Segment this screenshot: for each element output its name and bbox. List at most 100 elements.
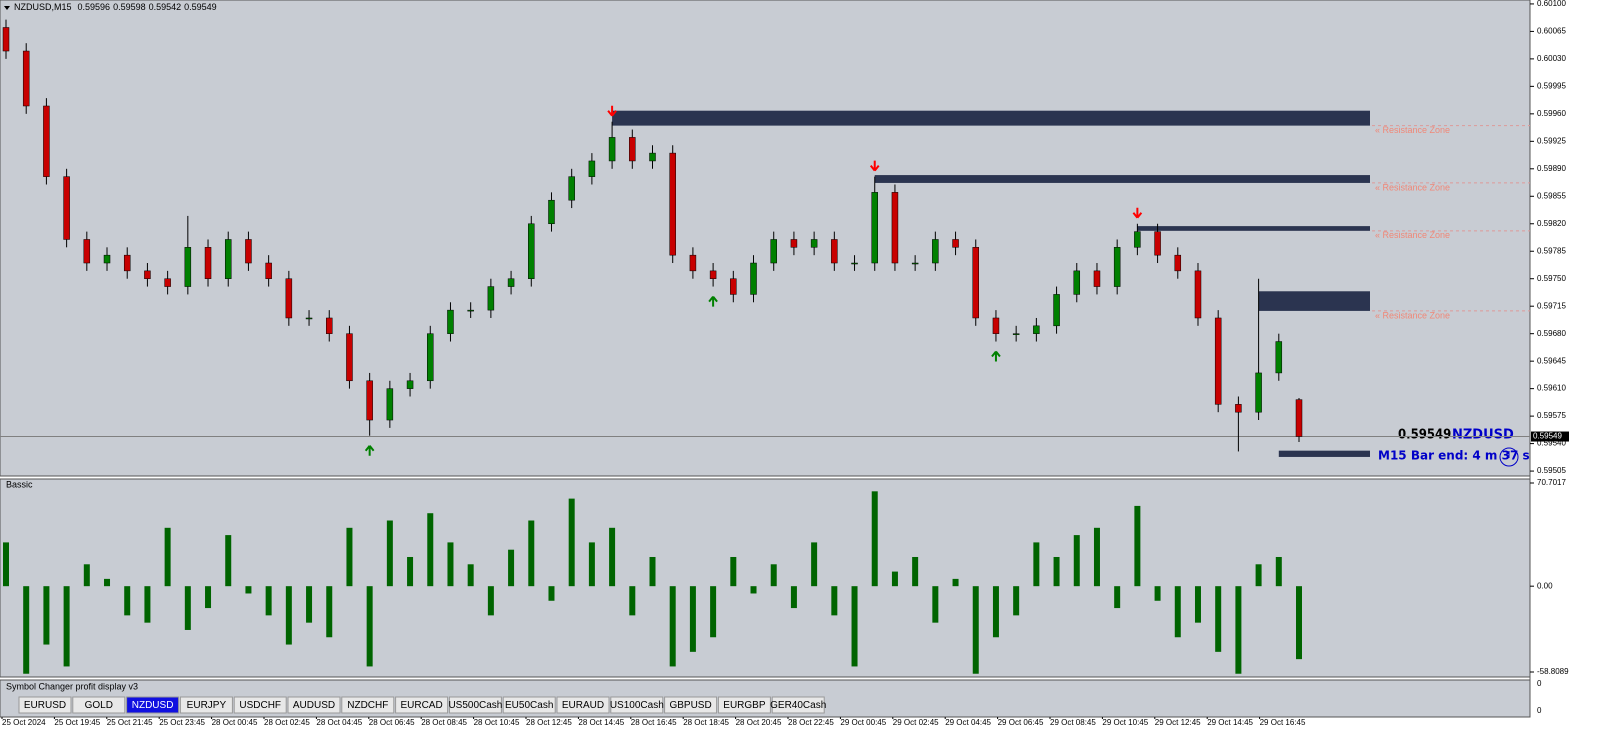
x-tick-label: 28 Oct 08:45 bbox=[421, 718, 467, 727]
histogram-bar bbox=[548, 586, 555, 601]
x-tick-label: 28 Oct 22:45 bbox=[788, 718, 834, 727]
symbol-button[interactable] bbox=[72, 696, 126, 714]
candle-body bbox=[528, 223, 535, 279]
zone bbox=[1258, 291, 1370, 311]
buy-arrow bbox=[708, 295, 718, 307]
histogram-bar bbox=[972, 586, 979, 674]
header-part: 0.59596 bbox=[78, 2, 111, 12]
buy-arrow bbox=[991, 350, 1001, 362]
histogram-bar bbox=[366, 586, 373, 667]
symbol-button-label[interactable]: US500Cash bbox=[448, 700, 502, 711]
symbol-panel-axis-label: 0 bbox=[1537, 706, 1542, 715]
histogram-bar bbox=[306, 586, 313, 623]
candle-body bbox=[810, 239, 818, 248]
histogram-bar bbox=[265, 586, 272, 616]
symbol-button[interactable] bbox=[664, 696, 718, 714]
symbol-button-label[interactable]: US100Cash bbox=[610, 700, 664, 711]
histogram-bar bbox=[43, 586, 50, 645]
x-tick-label: 29 Oct 14:45 bbox=[1207, 718, 1253, 727]
candle-body bbox=[305, 317, 313, 320]
symbol-button-label[interactable]: EURJPY bbox=[187, 700, 227, 711]
histogram-bar bbox=[1174, 586, 1181, 638]
symbol-button[interactable] bbox=[771, 696, 825, 714]
histogram-bar bbox=[609, 527, 616, 587]
info-price: 0.59549 bbox=[1398, 428, 1451, 443]
info-symbol: NZDUSD bbox=[1452, 428, 1514, 443]
symbol-button-label[interactable]: USDCHF bbox=[239, 700, 281, 711]
symbol-button-label[interactable]: GOLD bbox=[85, 700, 113, 711]
histogram-bar bbox=[326, 586, 333, 638]
candle-body bbox=[1113, 247, 1121, 287]
histogram-bar bbox=[689, 586, 696, 652]
y-tick-label: 0.59715 bbox=[1537, 301, 1566, 310]
candle-body bbox=[1275, 341, 1283, 374]
symbol-button-label[interactable]: GER40Cash bbox=[770, 700, 826, 711]
symbol-button[interactable] bbox=[287, 696, 341, 714]
histogram-bar bbox=[1275, 556, 1282, 587]
symbol-button-label[interactable]: AUDUSD bbox=[293, 700, 335, 711]
histogram-bar bbox=[1296, 586, 1302, 660]
histogram-bar bbox=[851, 586, 858, 667]
symbol-button-label[interactable]: GBPUSD bbox=[669, 700, 711, 711]
y-tick-label: 0.59575 bbox=[1537, 411, 1566, 420]
zones: « Resistance Zone « Resistance Zone « Resi… bbox=[612, 110, 1530, 457]
x-tick-label: 28 Oct 14:45 bbox=[578, 718, 624, 727]
symbol-button-label[interactable]: EURUSD bbox=[24, 700, 66, 711]
symbol-button-label[interactable]: NZDCHF bbox=[347, 700, 388, 711]
candle-body bbox=[649, 152, 656, 162]
symbol-button-label[interactable]: EURAUD bbox=[562, 700, 604, 711]
symbol-button[interactable] bbox=[179, 696, 233, 714]
symbol-button-label[interactable]: NZDUSD bbox=[132, 700, 174, 711]
symbol-button-label[interactable]: EU50Cash bbox=[505, 700, 553, 711]
symbol-button-label[interactable]: EURCAD bbox=[400, 700, 442, 711]
candle-body bbox=[487, 286, 495, 311]
current-price-box bbox=[1531, 431, 1569, 442]
header-arrow bbox=[4, 6, 10, 10]
candle-body bbox=[871, 192, 878, 264]
chart-header: NZDUSD,M15 0.59596 0.59598 0.59542 0.59549 bbox=[14, 2, 217, 12]
x-tick-label: 29 Oct 00:45 bbox=[840, 718, 886, 727]
symbol-button-label[interactable]: EURGBP bbox=[723, 700, 766, 711]
y-tick-label: 0.59785 bbox=[1537, 246, 1566, 255]
histogram-bar bbox=[1114, 586, 1121, 609]
symbol-button[interactable] bbox=[395, 696, 449, 714]
symbol-button[interactable] bbox=[610, 696, 664, 714]
symbol-panel-title: Symbol Changer profit display v3 bbox=[6, 681, 138, 691]
symbol-panel-axis-label: 0 bbox=[1537, 679, 1542, 688]
symbol-button[interactable] bbox=[556, 696, 610, 714]
candle-body bbox=[911, 262, 919, 265]
symbol-button[interactable] bbox=[233, 696, 287, 714]
candle-body bbox=[1093, 270, 1101, 287]
candle-body bbox=[750, 262, 757, 295]
histogram-bar bbox=[346, 527, 353, 587]
symbol-button[interactable] bbox=[341, 696, 395, 714]
y-tick-label: 0.59680 bbox=[1537, 329, 1566, 338]
candle-body bbox=[952, 239, 959, 248]
candle-body bbox=[22, 50, 30, 107]
histogram-bar bbox=[952, 578, 959, 587]
histogram-bar bbox=[629, 586, 636, 616]
x-tick-label: 29 Oct 12:45 bbox=[1155, 718, 1201, 727]
y-tick-label: 0.59505 bbox=[1537, 466, 1566, 475]
x-tick-label: 29 Oct 16:45 bbox=[1260, 718, 1306, 727]
candle-body bbox=[144, 270, 151, 279]
sell-arrow bbox=[869, 160, 880, 172]
y-tick-label: 0.59820 bbox=[1537, 219, 1566, 228]
y-tick-label: 0.59540 bbox=[1537, 439, 1566, 448]
candle-body bbox=[285, 278, 293, 319]
symbol-button[interactable] bbox=[717, 696, 771, 714]
symbol-button[interactable] bbox=[502, 696, 556, 714]
zone-label: « Resistance Zone bbox=[1375, 125, 1450, 135]
histogram-bar bbox=[730, 556, 737, 587]
symbol-button[interactable] bbox=[126, 696, 180, 714]
histogram-bar bbox=[144, 586, 151, 623]
x-tick-label: 28 Oct 18:45 bbox=[683, 718, 729, 727]
y-tick-label: 0.60100 bbox=[1537, 0, 1566, 8]
candle-body bbox=[386, 388, 394, 421]
histogram-bar bbox=[1033, 542, 1040, 587]
symbol-button[interactable] bbox=[18, 696, 72, 714]
candle-body bbox=[83, 239, 91, 264]
histogram-bar bbox=[811, 542, 818, 587]
symbol-button[interactable] bbox=[448, 696, 502, 714]
bar-end-timer: M15 Bar end: 4 m 37 s bbox=[1378, 449, 1530, 463]
